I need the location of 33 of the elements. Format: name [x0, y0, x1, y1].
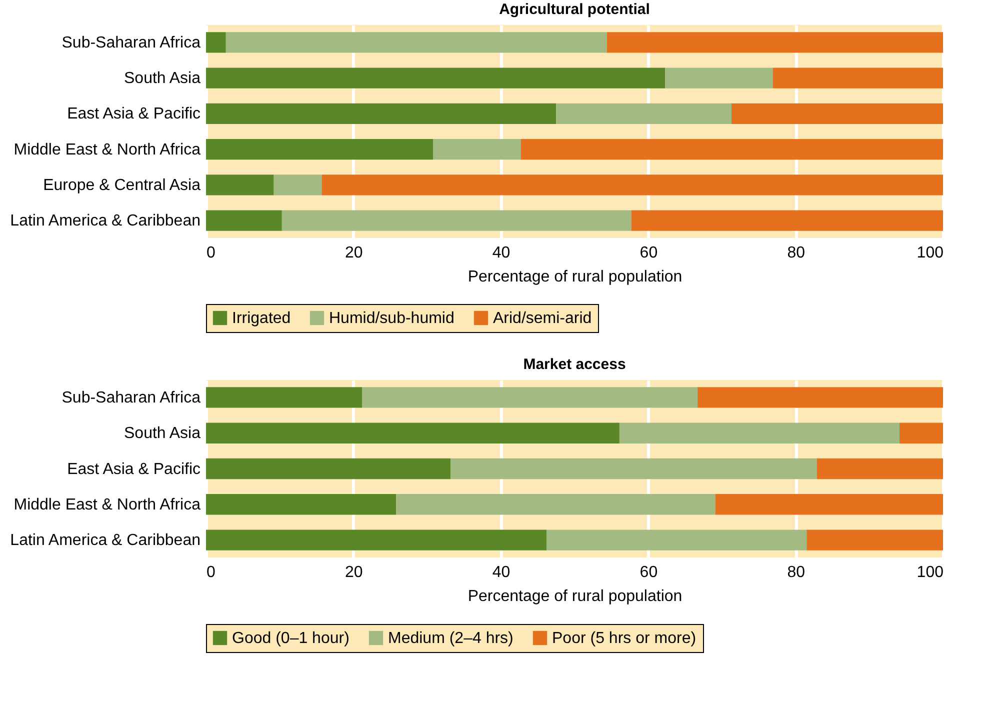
y-tick-label: Europe & Central Asia: [43, 176, 201, 194]
y-tick-label: Latin America & Caribbean: [10, 212, 200, 230]
x-tick-label: 40: [492, 244, 510, 262]
chart-title: Agricultural potential: [499, 1, 650, 18]
x-tick-label: 100: [916, 244, 944, 262]
x-tick-label: 20: [345, 564, 363, 581]
y-tick-label: Sub-Saharan Africa: [62, 389, 201, 406]
x-axis-title: Percentage of rural population: [468, 588, 682, 605]
x-tick-label: 80: [787, 244, 806, 262]
y-tick-label: East Asia & Pacific: [67, 460, 200, 478]
x-tick-label: 40: [492, 564, 510, 581]
x-tick-label: 60: [640, 244, 658, 262]
chart-title: Market access: [523, 356, 626, 373]
y-tick-label: South Asia: [124, 425, 201, 442]
legend-label: Good (0–1 hour): [232, 630, 350, 647]
y-tick-label: Latin America & Caribbean: [10, 532, 200, 550]
y-tick-label: East Asia & Pacific: [67, 106, 200, 123]
x-tick-label: 0: [206, 564, 216, 581]
legend-label: Humid/sub-humid: [329, 310, 454, 327]
y-tick-label: South Asia: [124, 70, 201, 88]
legend-label: Arid/semi-arid: [493, 310, 592, 327]
y-tick-label: Sub-Saharan Africa: [62, 34, 201, 52]
y-tick-label: Middle East & North Africa: [14, 496, 201, 514]
legend-label: Poor (5 hrs or more): [552, 630, 696, 647]
x-tick-label: 100: [916, 564, 944, 581]
legend-label: Medium (2–4 hrs): [388, 630, 514, 647]
x-tick-label: 0: [206, 244, 216, 262]
x-tick-label: 60: [640, 564, 658, 581]
x-tick-label: 20: [345, 244, 363, 262]
x-tick-label: 80: [787, 564, 806, 581]
x-axis-title: Percentage of rural population: [468, 268, 682, 286]
y-tick-label: Middle East & North Africa: [14, 141, 201, 158]
legend-label: Irrigated: [232, 310, 291, 327]
